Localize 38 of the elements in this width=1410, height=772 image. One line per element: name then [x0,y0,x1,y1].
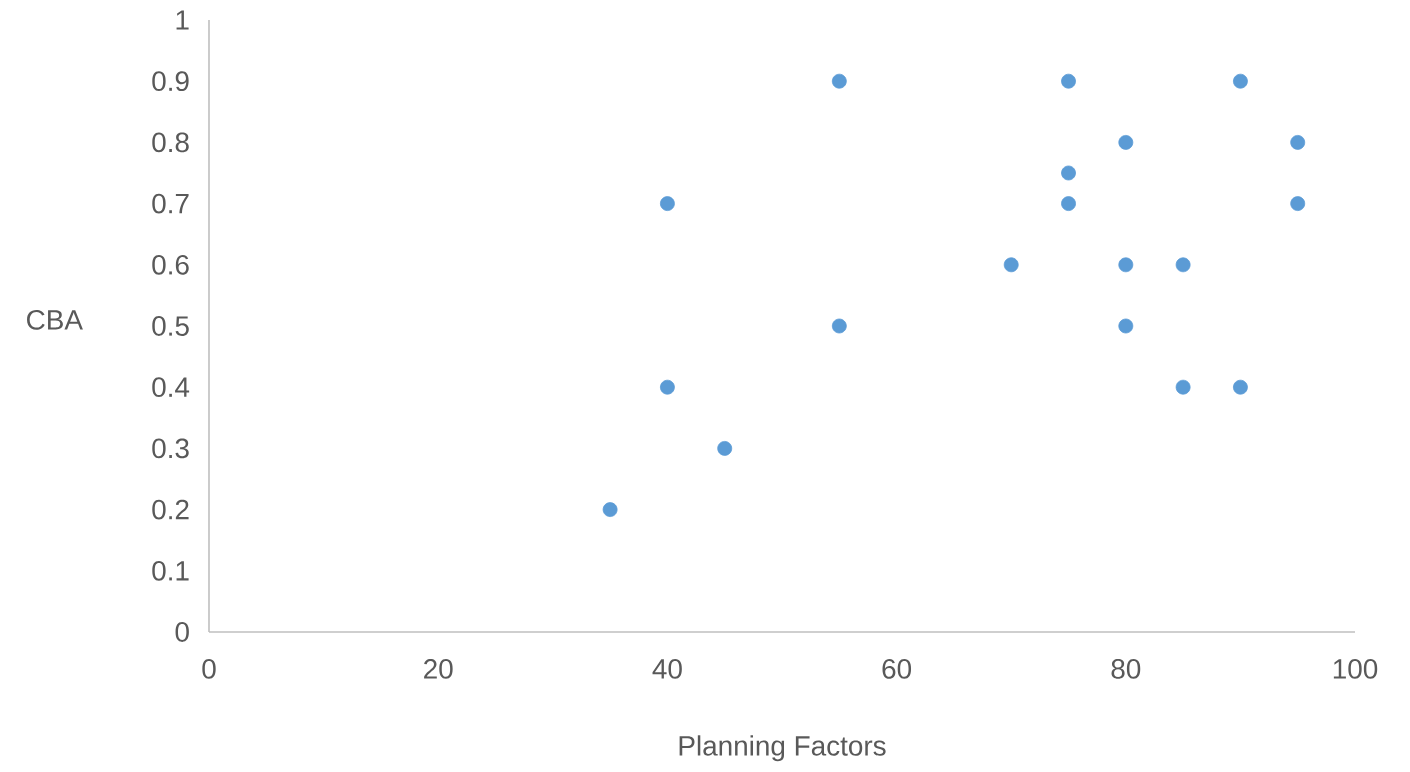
x-tick-label: 20 [424,659,453,679]
point [660,379,675,395]
x-tick-label: 60 [882,659,912,679]
point [1061,73,1076,89]
y-tick-label: 0.6 [152,254,189,275]
x-tick-label: 80 [1111,659,1141,679]
y-axis-title: CBA [27,309,83,330]
y-tick-label: 0.7 [152,193,189,214]
point [1003,257,1019,273]
point [831,73,847,89]
y-tick-label: 0.9 [152,71,189,92]
point [1061,165,1076,181]
point [660,196,675,211]
point [1175,379,1191,395]
point [717,441,733,456]
y-tick-label: 0.1 [152,560,189,581]
y-tick-label: 0.2 [152,499,189,520]
point [1061,196,1076,211]
y-tick-label: 0.8 [152,132,189,153]
x-axis-title: Planning Factors [679,735,886,762]
point [1118,134,1134,150]
y-tick-label: 1 [176,10,189,30]
point [602,502,618,517]
y-tick-label: 0.3 [152,438,189,459]
point [1175,257,1191,273]
y-tick-label: 0.5 [152,316,189,336]
point [831,318,847,334]
point [1118,318,1134,334]
x-tick-label: 40 [652,659,682,679]
point [1290,134,1306,150]
x-tick-label: 0 [202,659,216,679]
point [1233,73,1248,89]
y-tick-label: 0 [175,622,189,642]
point [1290,196,1306,211]
x-tick-label: 100 [1333,659,1378,679]
point [1118,257,1134,273]
point [1233,379,1248,395]
y-tick-label: 0.4 [152,377,190,398]
